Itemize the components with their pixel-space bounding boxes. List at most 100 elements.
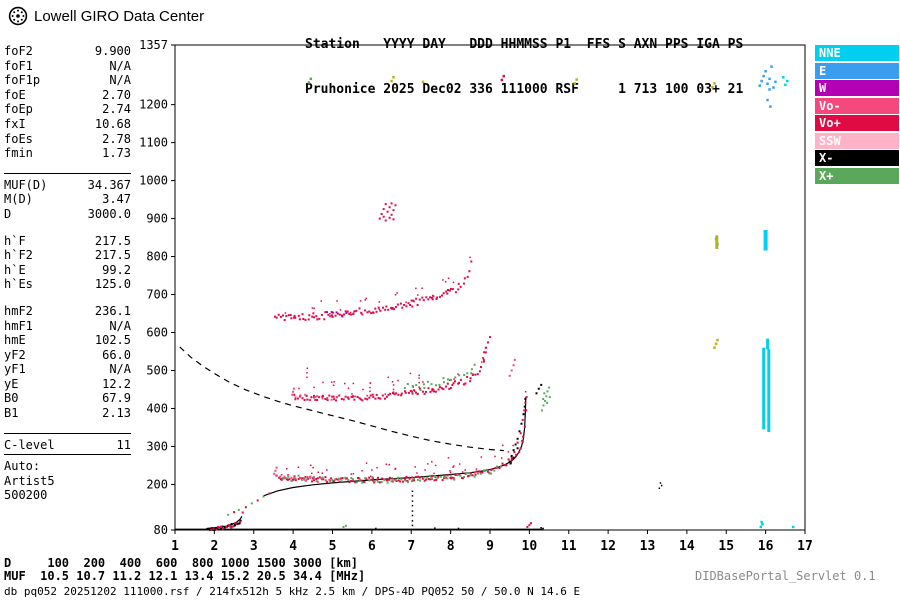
param-label: M(D): [4, 192, 33, 207]
svg-text:11: 11: [561, 539, 577, 554]
status-bar: db pq052 20251202 111000.rsf / 214fx512h…: [4, 585, 581, 598]
param-row-b0: B0 67.9: [4, 391, 131, 406]
param-label: D: [4, 206, 12, 221]
param-row-artist5: Artist5: [4, 474, 131, 489]
param-row-mufd: MUF(D) 34.367: [4, 178, 131, 193]
muf-row: MUF 10.5 10.7 11.2 12.1 13.4 15.2 20.5 3…: [4, 569, 366, 583]
param-value: 125.0: [94, 277, 131, 292]
svg-text:1100: 1100: [139, 136, 168, 150]
legend-item-e: E: [815, 62, 899, 79]
separator-line: [4, 172, 131, 174]
param-row-fof1: foF1 N/A: [4, 59, 131, 74]
svg-text:1200: 1200: [139, 98, 168, 112]
svg-text:12: 12: [600, 539, 616, 554]
param-label: yF1: [4, 362, 26, 377]
param-row-foe: foE 2.70: [4, 88, 131, 103]
param-row-fof1p: foF1p N/A: [4, 73, 131, 88]
param-label: hmF2: [4, 303, 33, 318]
param-value: 2.70: [102, 87, 131, 102]
echo-legend: NNE E W Vo- Vo+ SSW X- X+: [815, 45, 899, 185]
svg-text:900: 900: [146, 212, 168, 226]
param-value: 66.0: [102, 347, 131, 362]
brand-title: Lowell GIRO Data Center: [34, 7, 205, 25]
svg-text:700: 700: [146, 288, 168, 302]
param-label: yE: [4, 376, 19, 391]
param-row-he: h`E 99.2: [4, 263, 131, 278]
param-label: Artist5: [4, 473, 55, 488]
param-label: h`E: [4, 262, 26, 277]
param-value: 217.5: [94, 233, 131, 248]
distance-row: D 100 200 400 600 800 1000 1500 3000 [km…: [4, 556, 359, 570]
param-value: 102.5: [94, 333, 131, 348]
station-header: Station YYYY DAY DDD HHMMSS P1 FFS S AXN…: [305, 7, 743, 127]
legend-item-vo-: Vo+: [815, 115, 899, 131]
param-value: 2.13: [102, 406, 131, 421]
param-value: 67.9: [102, 391, 131, 406]
param-label: foF2: [4, 44, 33, 58]
param-row-md: M(D) 3.47: [4, 192, 131, 207]
svg-text:300: 300: [146, 439, 168, 453]
param-label: h`Es: [4, 277, 33, 292]
param-row-fxi: fxI 10.68: [4, 117, 131, 132]
param-label: foF1p: [4, 73, 41, 88]
legend-item-vo-: Vo-: [815, 97, 899, 114]
param-value: 1.73: [102, 146, 131, 161]
param-row-hmf2: hmF2 236.1: [4, 304, 131, 319]
legend-item-nne: NNE: [815, 45, 899, 61]
param-value: 99.2: [102, 262, 131, 277]
svg-text:17: 17: [797, 539, 813, 554]
param-value: 3000.0: [87, 206, 131, 221]
svg-text:200: 200: [146, 477, 168, 491]
param-label: foF1: [4, 58, 33, 73]
param-row-clevel: C-level 11: [4, 438, 131, 453]
svg-text:9: 9: [486, 539, 494, 554]
servlet-version-label: DIDBasePortal_Servlet 0.1: [695, 569, 876, 583]
param-row-yf1: yF1 N/A: [4, 362, 131, 377]
param-label: C-level: [4, 437, 55, 452]
svg-text:6: 6: [368, 539, 376, 554]
param-row-auto: Auto:: [4, 459, 131, 474]
svg-text:400: 400: [146, 401, 168, 415]
param-label: foEs: [4, 131, 33, 146]
separator-line: [4, 432, 131, 434]
param-value: 3.47: [102, 192, 131, 207]
param-row-b1: B1 2.13: [4, 406, 131, 421]
svg-text:4: 4: [289, 539, 297, 554]
param-value: N/A: [109, 73, 131, 88]
legend-item-ssw: SSW: [815, 132, 899, 149]
param-row-hf2: h`F2 217.5: [4, 248, 131, 263]
svg-text:2: 2: [210, 539, 218, 554]
svg-text:16: 16: [758, 539, 774, 554]
param-value: 11: [116, 437, 131, 452]
svg-text:8: 8: [447, 539, 455, 554]
param-value: 34.367: [87, 177, 131, 192]
param-row-fmin: fmin 1.73: [4, 146, 131, 161]
param-value: 2.78: [102, 131, 131, 146]
svg-text:3: 3: [250, 539, 258, 554]
svg-text:14: 14: [679, 539, 695, 554]
parameter-panel: foF2 9.900 foF1 N/A foF1p N/A foE 2.70 foEp 2.74 f…: [4, 44, 131, 515]
param-label: hmE: [4, 333, 26, 348]
svg-text:600: 600: [146, 326, 168, 340]
param-row-d: D 3000.0: [4, 207, 131, 222]
param-label: fxI: [4, 116, 26, 131]
param-value: 9.900: [94, 44, 131, 58]
param-label: foE: [4, 87, 26, 102]
param-label: B1: [4, 406, 19, 421]
separator-line: [4, 454, 131, 456]
svg-text:15: 15: [718, 539, 734, 554]
param-value: 10.68: [94, 116, 131, 131]
param-label: yF2: [4, 347, 26, 362]
param-label: fmin: [4, 146, 33, 161]
param-row-fof2: foF2 9.900: [4, 44, 131, 59]
legend-item-x-: X-: [815, 150, 899, 166]
param-label: MUF(D): [4, 177, 48, 192]
param-row-hf: h`F 217.5: [4, 234, 131, 249]
param-label: foEp: [4, 102, 33, 117]
param-value: N/A: [109, 58, 131, 73]
param-label: h`F: [4, 233, 26, 248]
param-row-hmf1: hmF1 N/A: [4, 319, 131, 334]
brand: Lowell GIRO Data Center: [7, 5, 204, 27]
param-label: B0: [4, 391, 19, 406]
